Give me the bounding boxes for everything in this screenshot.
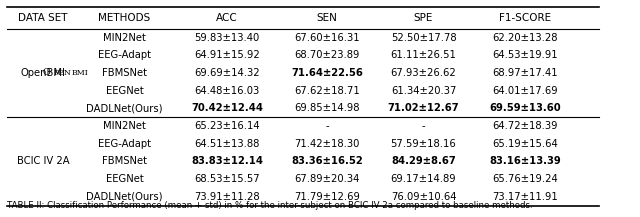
Text: 62.20±13.28: 62.20±13.28 xyxy=(492,33,557,43)
Text: 64.01±17.69: 64.01±17.69 xyxy=(492,85,558,96)
Text: 64.91±15.92: 64.91±15.92 xyxy=(195,50,260,60)
Text: DATA SET: DATA SET xyxy=(18,13,68,23)
Text: FBMSNet: FBMSNet xyxy=(102,68,147,78)
Text: 83.16±13.39: 83.16±13.39 xyxy=(489,156,561,166)
Text: 84.29±8.67: 84.29±8.67 xyxy=(391,156,456,166)
Text: 67.60±16.31: 67.60±16.31 xyxy=(294,33,360,43)
Text: 67.62±18.71: 67.62±18.71 xyxy=(294,85,360,96)
Text: BCIC IV 2A: BCIC IV 2A xyxy=(17,156,69,166)
Text: PEN: PEN xyxy=(54,69,72,77)
Text: 65.76±19.24: 65.76±19.24 xyxy=(492,174,558,184)
Text: 73.91±11.28: 73.91±11.28 xyxy=(195,192,260,202)
Text: O: O xyxy=(43,68,51,77)
Text: 73.17±11.91: 73.17±11.91 xyxy=(492,192,558,202)
Text: 69.69±14.32: 69.69±14.32 xyxy=(195,68,260,78)
Text: 64.72±18.39: 64.72±18.39 xyxy=(492,121,557,131)
Text: 69.59±13.60: 69.59±13.60 xyxy=(489,103,561,113)
Text: F1-SCORE: F1-SCORE xyxy=(499,13,551,23)
Text: 71.42±18.30: 71.42±18.30 xyxy=(294,139,360,149)
Text: 67.89±20.34: 67.89±20.34 xyxy=(294,174,360,184)
Text: 69.85±14.98: 69.85±14.98 xyxy=(294,103,360,113)
Text: 68.53±15.57: 68.53±15.57 xyxy=(195,174,260,184)
Text: 76.09±10.64: 76.09±10.64 xyxy=(391,192,456,202)
Text: 68.70±23.89: 68.70±23.89 xyxy=(294,50,360,60)
Text: EEGNet: EEGNet xyxy=(106,174,143,184)
Text: 52.50±17.78: 52.50±17.78 xyxy=(390,33,456,43)
Text: DADLNet(Ours): DADLNet(Ours) xyxy=(86,103,163,113)
Text: 71.02±12.67: 71.02±12.67 xyxy=(388,103,460,113)
Text: BMI: BMI xyxy=(72,69,89,77)
Text: 69.17±14.89: 69.17±14.89 xyxy=(390,174,456,184)
Text: 64.53±19.91: 64.53±19.91 xyxy=(492,50,558,60)
Text: 64.48±16.03: 64.48±16.03 xyxy=(195,85,260,96)
Text: -: - xyxy=(325,121,329,131)
Text: 67.93±26.62: 67.93±26.62 xyxy=(390,68,456,78)
Text: TABLE II: Classification Performance (mean + std) in % for the inter-subject on : TABLE II: Classification Performance (me… xyxy=(7,201,532,210)
Text: 71.79±12.69: 71.79±12.69 xyxy=(294,192,360,202)
Text: 71.64±22.56: 71.64±22.56 xyxy=(291,68,363,78)
Text: ACC: ACC xyxy=(216,13,238,23)
Text: 83.83±12.14: 83.83±12.14 xyxy=(191,156,263,166)
Text: EEG-Adapt: EEG-Adapt xyxy=(98,50,151,60)
Text: 70.42±12.44: 70.42±12.44 xyxy=(191,103,263,113)
Text: MIN2Net: MIN2Net xyxy=(103,121,146,131)
Text: 64.51±13.88: 64.51±13.88 xyxy=(195,139,260,149)
Text: -: - xyxy=(422,121,426,131)
Text: 68.97±17.41: 68.97±17.41 xyxy=(492,68,558,78)
Text: 61.11±26.51: 61.11±26.51 xyxy=(390,50,456,60)
Text: MIN2Net: MIN2Net xyxy=(103,33,146,43)
Text: 65.23±16.14: 65.23±16.14 xyxy=(195,121,260,131)
Text: EEG-Adapt: EEG-Adapt xyxy=(98,139,151,149)
Text: OpenBMI: OpenBMI xyxy=(20,68,65,78)
Text: DADLNet(Ours): DADLNet(Ours) xyxy=(86,192,163,202)
Text: SEN: SEN xyxy=(316,13,337,23)
Text: 83.36±16.52: 83.36±16.52 xyxy=(291,156,363,166)
Text: 59.83±13.40: 59.83±13.40 xyxy=(195,33,260,43)
Text: 57.59±18.16: 57.59±18.16 xyxy=(390,139,456,149)
Text: SPE: SPE xyxy=(414,13,433,23)
Text: EEGNet: EEGNet xyxy=(106,85,143,96)
Text: FBMSNet: FBMSNet xyxy=(102,156,147,166)
Text: METHODS: METHODS xyxy=(99,13,150,23)
Text: 65.19±15.64: 65.19±15.64 xyxy=(492,139,558,149)
Text: 61.34±20.37: 61.34±20.37 xyxy=(391,85,456,96)
